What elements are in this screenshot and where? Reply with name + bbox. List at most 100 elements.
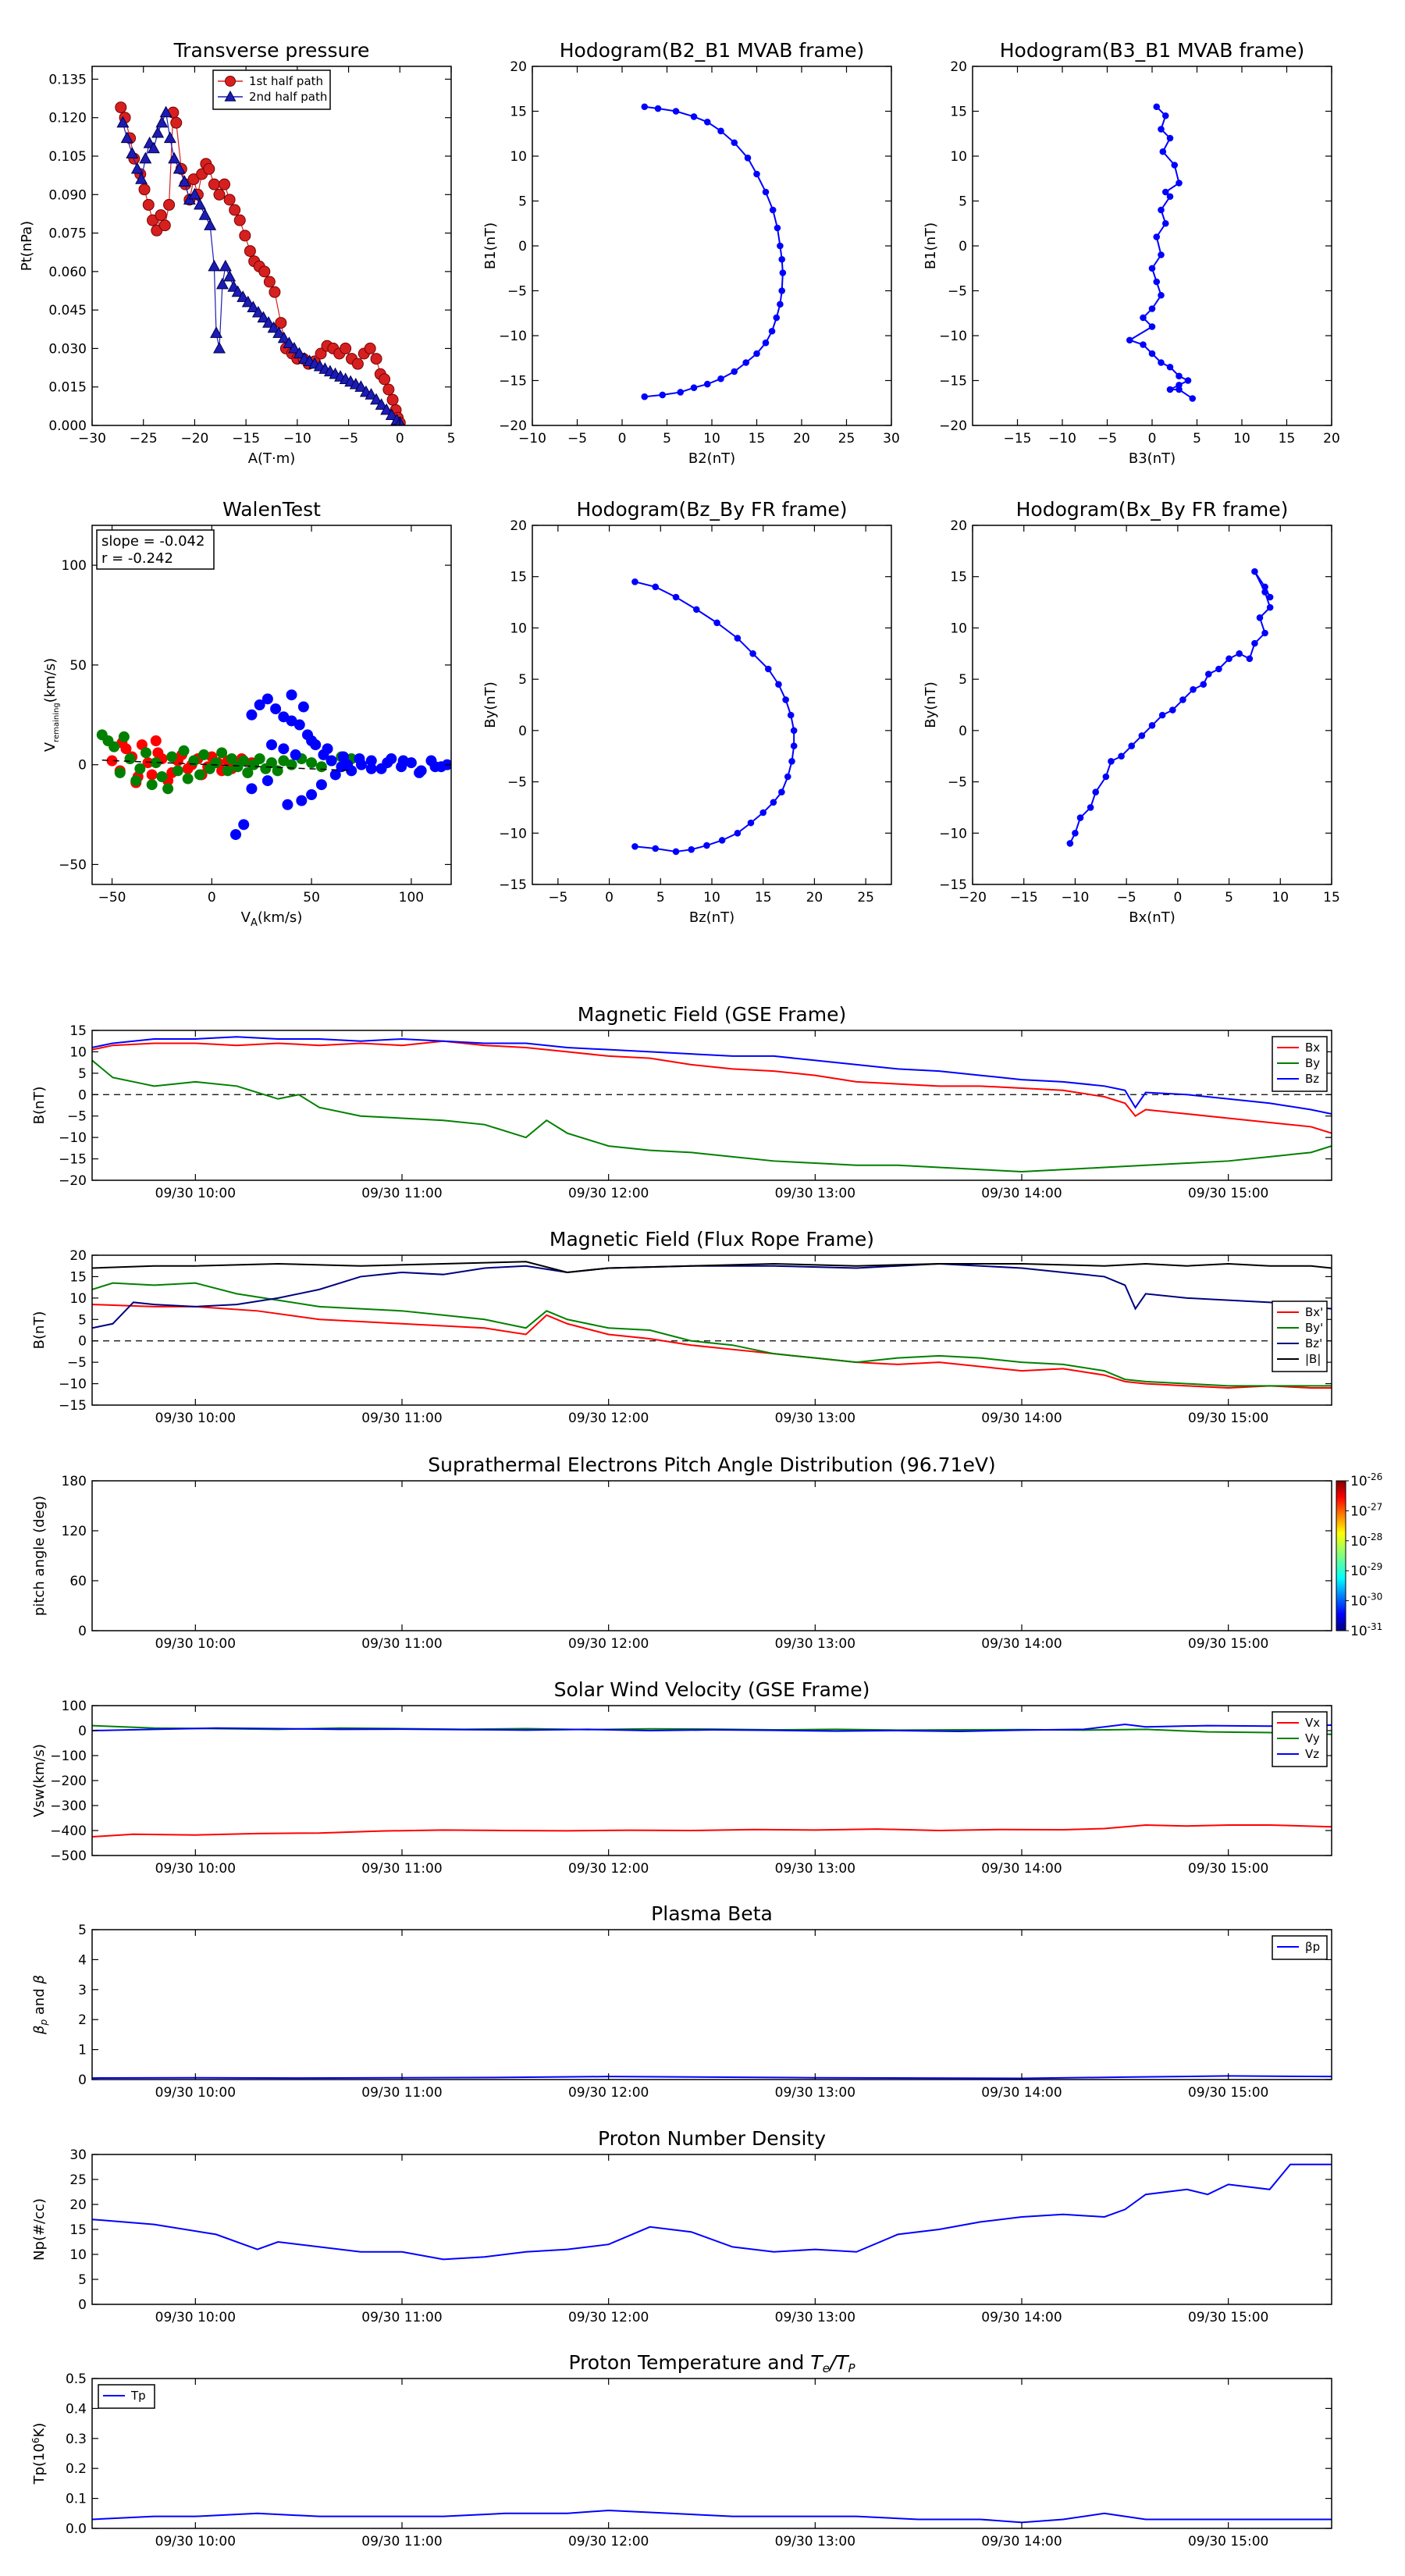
data-point — [659, 391, 667, 399]
data-point — [135, 173, 148, 184]
x-tick-label: 09/30 15:00 — [1188, 2085, 1268, 2101]
data-point — [198, 749, 210, 760]
data-point — [1148, 305, 1156, 312]
y-tick-label: 5 — [78, 1923, 87, 1938]
axes-frame — [91, 1929, 1332, 2080]
chart-title: Proton Temperature and Te/TP — [568, 2351, 855, 2375]
x-tick-label: 09/30 12:00 — [568, 2310, 649, 2325]
plot-area — [1126, 103, 1197, 402]
data-point — [385, 408, 398, 420]
data-point — [770, 799, 777, 806]
x-tick-label: 0 — [1148, 431, 1157, 447]
x-tick-label: 10 — [703, 890, 720, 906]
data-point — [168, 151, 181, 164]
data-point — [631, 578, 638, 585]
y-tick-label: −50 — [59, 857, 87, 873]
data-point — [158, 219, 171, 232]
data-point — [1166, 363, 1174, 371]
legend-label: 1st half path — [249, 74, 323, 88]
data-point — [672, 593, 680, 601]
chart-vsw: Solar Wind Velocity (GSE Frame) 09/30 10:… — [31, 1678, 1332, 1877]
data-point — [354, 753, 365, 764]
y-axis-label: B(nT) — [31, 1087, 48, 1125]
legend: Bx' By'Bz' |B| — [1272, 1300, 1328, 1372]
y-tick-label: −10 — [499, 329, 527, 344]
series-line — [92, 1304, 1332, 1389]
y-label-part: p — [38, 2019, 49, 2026]
x-tick-label: 5 — [656, 890, 665, 906]
y-tick-label: 5 — [78, 2272, 87, 2288]
y-tick-label: 15 — [950, 570, 967, 585]
y-tick-label: 2 — [78, 2012, 87, 2028]
x-tick-label: 5 — [1193, 431, 1201, 447]
x-tick-label: −5 — [1097, 431, 1117, 447]
fit-line — [101, 760, 352, 771]
data-point — [734, 635, 742, 642]
x-tick-label: 25 — [857, 890, 874, 906]
x-tick-label: 10 — [1233, 431, 1250, 447]
y-tick-label: −20 — [939, 418, 967, 434]
data-point — [1158, 206, 1165, 214]
y-axis-label: B1(nT) — [482, 222, 499, 269]
y-tick-label: 15 — [69, 1269, 87, 1285]
x-tick-label: 09/30 11:00 — [361, 1861, 442, 1877]
data-point — [315, 347, 327, 360]
x-tick-label: 09/30 10:00 — [155, 1186, 236, 1201]
y-tick-label: 0.120 — [48, 111, 87, 126]
x-tick-label: 09/30 15:00 — [1188, 1861, 1268, 1877]
data-point — [204, 219, 217, 230]
x-label-sub: A — [251, 917, 258, 929]
series-line — [92, 1040, 1332, 1134]
x-tick-label: 5 — [663, 431, 671, 447]
data-point — [354, 380, 368, 392]
data-point — [194, 197, 206, 210]
y-axis-label: By(nT) — [482, 681, 499, 728]
data-point — [713, 619, 720, 627]
data-point — [338, 751, 349, 763]
data-point — [163, 198, 176, 211]
y-tick-label: 0 — [78, 1087, 87, 1103]
data-point — [768, 327, 776, 335]
y-label-part: Tp(10 — [31, 2443, 48, 2485]
data-point — [270, 703, 282, 715]
data-point — [266, 739, 277, 751]
data-point — [151, 126, 165, 138]
x-tick-label: 09/30 11:00 — [361, 2085, 442, 2101]
data-point — [386, 393, 399, 406]
data-point — [150, 735, 162, 746]
x-tick-label: 09/30 14:00 — [981, 1636, 1062, 1652]
x-tick-label: 09/30 11:00 — [361, 2534, 442, 2549]
axes-frame — [532, 525, 892, 885]
legend-label: |B| — [1305, 1352, 1321, 1366]
data-point — [267, 321, 280, 333]
data-point — [254, 699, 265, 710]
data-point — [222, 765, 233, 777]
data-point — [163, 131, 176, 144]
y-axis-label: Vsw(km/s) — [31, 1744, 48, 1817]
y-tick-label: 20 — [950, 59, 967, 75]
legend-label: Vz — [1305, 1747, 1319, 1761]
data-point — [170, 116, 183, 129]
y-tick-label: 15 — [69, 1023, 87, 1039]
x-tick-label: 09/30 11:00 — [361, 2310, 442, 2325]
colorbar-base: 10 — [1350, 1534, 1368, 1550]
data-point — [146, 769, 158, 781]
data-point — [652, 845, 660, 852]
chart-title: Transverse pressure — [173, 39, 370, 62]
plot-area — [1066, 568, 1274, 847]
data-point — [1118, 753, 1125, 760]
plot-area — [96, 689, 451, 841]
data-point — [272, 326, 286, 338]
x-axis-label: B3(nT) — [1129, 450, 1176, 467]
y-axis-label: B1(nT) — [923, 222, 939, 269]
x-tick-label: 100 — [399, 890, 424, 906]
data-point — [1168, 706, 1176, 713]
chart-hodo_bxby: Hodogram(Bx_By FR frame)−20 −15 −10 −5 0 5 10 1… — [923, 498, 1340, 926]
data-point — [747, 819, 755, 827]
data-point — [147, 141, 160, 154]
data-point — [1261, 629, 1268, 637]
title-math: /T — [828, 2351, 849, 2374]
x-tick-label: 09/30 15:00 — [1188, 1636, 1268, 1652]
series-line — [92, 1823, 1332, 1838]
y-tick-label: 0.135 — [48, 72, 87, 87]
